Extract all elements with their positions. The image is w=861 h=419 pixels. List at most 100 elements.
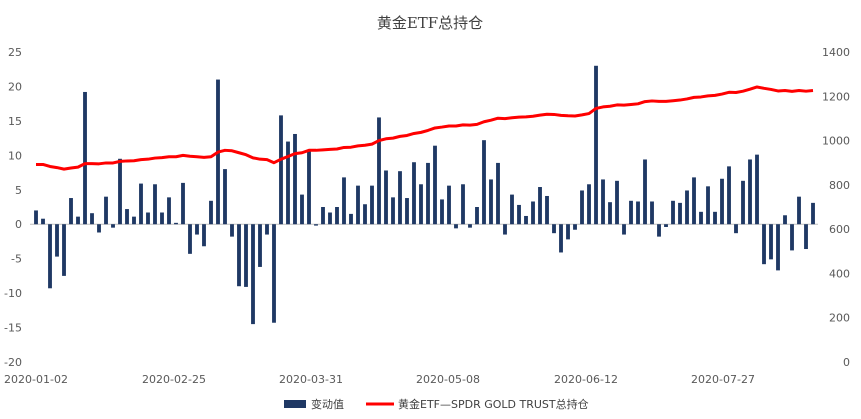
bar (496, 162, 500, 225)
x-tick-label: 2020-07-27 (691, 373, 755, 386)
bar (706, 186, 710, 225)
bar (615, 180, 619, 225)
x-tick-label: 2020-03-31 (279, 373, 343, 386)
bar (209, 200, 213, 225)
x-tick-label: 2020-05-08 (416, 373, 480, 386)
legend-bar-swatch (284, 400, 306, 408)
x-tick-label: 2020-02-25 (142, 373, 206, 386)
bar (258, 224, 262, 267)
bar (132, 216, 136, 225)
bar (573, 224, 577, 230)
right-tick-label: 200 (829, 312, 850, 325)
bar (475, 207, 479, 225)
bar (251, 224, 255, 325)
left-tick-label: 15 (8, 115, 22, 128)
bar (139, 183, 143, 225)
bar (503, 224, 507, 235)
left-tick-label: -20 (4, 356, 22, 369)
bar (622, 224, 626, 235)
legend-bar-label: 变动值 (311, 397, 344, 411)
bar (419, 184, 423, 225)
bar (482, 140, 486, 225)
bar (104, 196, 108, 225)
bar (314, 224, 318, 226)
bar (650, 201, 654, 225)
bar (300, 194, 304, 225)
bar (671, 200, 675, 225)
bar (468, 224, 472, 228)
bar (153, 184, 157, 225)
bar (699, 211, 703, 225)
bar (762, 224, 766, 265)
bar (202, 224, 206, 247)
bar (363, 204, 367, 225)
bar (356, 185, 360, 225)
bar (804, 224, 808, 250)
x-tick-label: 2020-01-02 (4, 373, 68, 386)
bar (272, 224, 276, 323)
bar (41, 218, 45, 225)
bar (34, 210, 38, 225)
bar (580, 190, 584, 225)
right-tick-label: 1400 (822, 46, 850, 59)
bar (678, 202, 682, 225)
bar (412, 162, 416, 225)
bar (755, 154, 759, 225)
bar (587, 184, 591, 225)
bar (125, 209, 129, 225)
bar (307, 149, 311, 225)
bar (720, 178, 724, 225)
bar (181, 182, 185, 225)
bar (279, 115, 283, 225)
right-tick-label: 1200 (822, 90, 850, 103)
left-tick-label: -5 (11, 253, 22, 266)
chart-title: 黄金ETF总持仓 (377, 14, 483, 32)
left-axis: -20 -15 -10 -5 0 5 10 15 20 25 (4, 46, 22, 369)
bar (174, 222, 178, 225)
bar (643, 159, 647, 225)
right-tick-label: 800 (829, 179, 850, 192)
legend-line-label: 黄金ETF—SPDR GOLD TRUST总持仓 (398, 397, 589, 411)
bar (97, 224, 101, 233)
bar (664, 224, 668, 227)
bar (391, 197, 395, 225)
legend: 变动值 黄金ETF—SPDR GOLD TRUST总持仓 (284, 397, 589, 411)
bar (349, 213, 353, 225)
bar (398, 171, 402, 225)
bar (223, 169, 227, 225)
left-tick-label: 0 (15, 218, 22, 231)
bar (55, 224, 59, 257)
bar (188, 224, 192, 254)
bar (244, 224, 248, 287)
bar (230, 224, 234, 237)
bar (629, 200, 633, 225)
bar (377, 117, 381, 225)
bar (90, 213, 94, 225)
bar (146, 212, 150, 225)
bar (538, 187, 542, 225)
x-axis: 2020-01-02 2020-02-25 2020-03-31 2020-05-08… (4, 373, 755, 386)
bar (83, 91, 87, 225)
bar (384, 170, 388, 225)
bar (440, 199, 444, 225)
left-tick-label: -10 (4, 287, 22, 300)
bar (370, 185, 374, 225)
bar (769, 224, 773, 260)
bar-series (34, 65, 815, 325)
bar (657, 224, 661, 237)
bar (489, 179, 493, 225)
bar (741, 180, 745, 225)
bar (447, 185, 451, 225)
right-tick-label: 0 (843, 356, 850, 369)
bar (566, 224, 570, 240)
bar (748, 159, 752, 225)
bar (433, 145, 437, 225)
bar (734, 224, 738, 234)
left-tick-label: 5 (15, 184, 22, 197)
bar (286, 141, 290, 225)
left-tick-label: 20 (8, 80, 22, 93)
bar (48, 224, 52, 289)
bar (727, 166, 731, 225)
right-axis: 0 200 400 600 800 1000 1200 1400 (822, 46, 850, 369)
